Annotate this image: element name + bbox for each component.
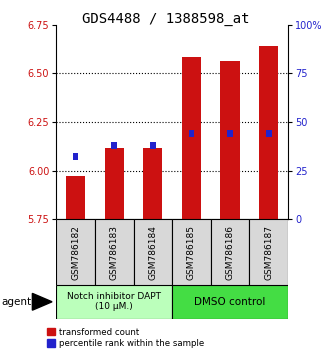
Text: DMSO control: DMSO control: [194, 297, 266, 307]
Bar: [56, 219, 95, 285]
Text: agent: agent: [2, 297, 32, 307]
Bar: [66, 176, 85, 219]
Bar: [189, 130, 194, 137]
Text: GSM786187: GSM786187: [264, 225, 273, 280]
Bar: [111, 142, 117, 149]
Legend: transformed count, percentile rank within the sample: transformed count, percentile rank withi…: [47, 328, 204, 348]
Text: GSM786186: GSM786186: [225, 225, 235, 280]
Bar: [105, 148, 124, 219]
Bar: [133, 219, 172, 285]
Bar: [220, 61, 240, 219]
Bar: [182, 57, 201, 219]
Text: Notch inhibitor DAPT
(10 μM.): Notch inhibitor DAPT (10 μM.): [67, 292, 161, 312]
Bar: [172, 285, 288, 319]
Bar: [150, 142, 156, 149]
Bar: [227, 130, 233, 137]
Bar: [95, 219, 133, 285]
Polygon shape: [32, 293, 52, 310]
Bar: [259, 46, 278, 219]
Text: GSM786185: GSM786185: [187, 225, 196, 280]
Text: GSM786184: GSM786184: [148, 225, 157, 280]
Bar: [73, 153, 78, 160]
Bar: [143, 148, 163, 219]
Bar: [172, 219, 211, 285]
Bar: [249, 219, 288, 285]
Text: GSM786182: GSM786182: [71, 225, 80, 280]
Text: GSM786183: GSM786183: [110, 225, 119, 280]
Bar: [211, 219, 249, 285]
Text: GDS4488 / 1388598_at: GDS4488 / 1388598_at: [82, 12, 249, 27]
Bar: [266, 130, 271, 137]
Bar: [56, 285, 172, 319]
